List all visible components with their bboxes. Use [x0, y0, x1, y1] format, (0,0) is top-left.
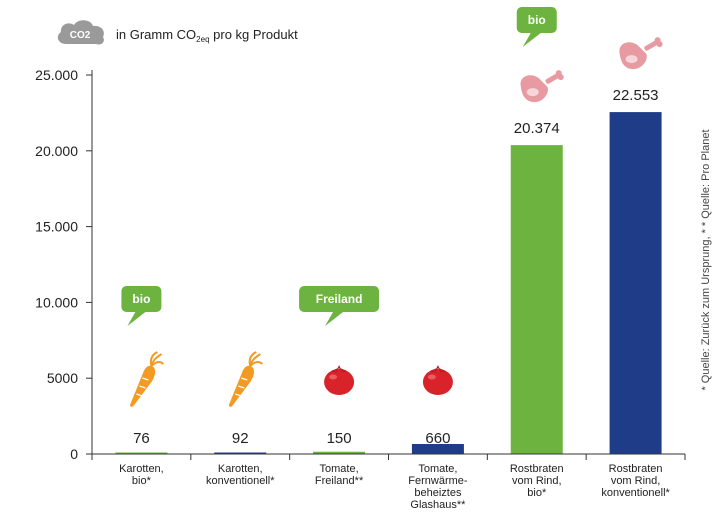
category-label-line: bio*	[132, 475, 152, 487]
bar	[115, 452, 168, 454]
meat-icon	[619, 37, 663, 70]
y-tick-label: 20.000	[35, 143, 78, 159]
category-label-line: Rostbraten	[510, 463, 564, 475]
chart-header: CO2 in Gramm CO2eq pro kg Produkt	[57, 20, 298, 45]
callout-text: bio	[528, 13, 546, 27]
category-label: Tomate, Freiland**	[315, 463, 364, 487]
bar	[214, 452, 267, 454]
value-label: 76	[133, 430, 150, 447]
category-label-line: beheiztes	[414, 487, 462, 499]
y-tick-label: 10.000	[35, 294, 78, 310]
icons	[130, 37, 663, 407]
value-label: 92	[232, 430, 249, 447]
category-label-line: Fernwärme-	[408, 475, 468, 487]
category-label-line: bio*	[527, 487, 547, 499]
callout-bubble: Freiland	[299, 286, 380, 326]
unit-label: in Gramm CO2eq pro kg Produkt	[116, 27, 298, 44]
category-label: Rostbraten vom Rind, konventionell*	[601, 463, 670, 499]
tomato-icon	[324, 365, 355, 395]
category-label-line: konventionell*	[601, 487, 670, 499]
co2-badge-text: CO2	[70, 30, 91, 41]
unit-subscript: 2eq	[196, 35, 209, 44]
category-label: Karotten, bio*	[119, 463, 164, 487]
bar	[411, 443, 464, 454]
y-tick-label: 25.000	[35, 67, 78, 83]
bar	[313, 451, 366, 454]
tomato-icon	[422, 365, 453, 395]
y-tick-label: 5000	[47, 370, 78, 386]
category-label-line: Karotten,	[218, 463, 263, 475]
category-label-line: Tomate,	[320, 463, 359, 475]
y-tick-label: 15.000	[35, 219, 78, 235]
category-label-line: Rostbraten	[609, 463, 663, 475]
callout-text: Freiland	[316, 292, 363, 306]
carrot-icon	[228, 351, 263, 407]
category-label-line: vom Rind,	[512, 475, 562, 487]
source-note: * Quelle: Zurück zum Ursprung, * * Quell…	[700, 129, 712, 391]
meat-icon	[520, 70, 564, 103]
value-label: 20.374	[514, 120, 560, 137]
callouts: bio Freiland bio	[121, 7, 557, 326]
unit-suffix: pro kg Produkt	[210, 27, 299, 42]
category-label-line: konventionell*	[206, 475, 275, 487]
category-label-line: Tomate,	[418, 463, 457, 475]
value-label: 22.553	[613, 87, 659, 104]
bars: 76 92 150 660 20.374 22.553	[115, 87, 662, 454]
category-label-line: vom Rind,	[611, 475, 661, 487]
unit-prefix: in Gramm CO	[116, 27, 196, 42]
callout-bubble: bio	[516, 7, 557, 47]
category-label-line: Glashaus**	[410, 499, 466, 511]
co2-cloud-icon	[57, 20, 104, 45]
category-label: Karotten, konventionell*	[206, 463, 275, 487]
carrot-icon	[130, 351, 165, 407]
category-label-line: Karotten,	[119, 463, 164, 475]
category-label: Rostbraten vom Rind, bio*	[510, 463, 564, 499]
x-axis: Karotten, bio*Karotten, konventionell*Toma…	[91, 453, 686, 511]
category-label-line: Freiland**	[315, 475, 364, 487]
bar	[609, 112, 662, 454]
value-label: 660	[425, 430, 450, 447]
y-tick-label: 0	[70, 446, 78, 462]
callout-text: bio	[132, 292, 150, 306]
category-label: Tomate, Fernwärme-beheiztes Glashaus**	[408, 463, 468, 511]
callout-bubble: bio	[121, 286, 162, 326]
bar	[510, 145, 563, 454]
y-axis: 0 5000 10.000 15.000 20.000 25.000	[35, 67, 93, 462]
value-label: 150	[327, 430, 352, 447]
